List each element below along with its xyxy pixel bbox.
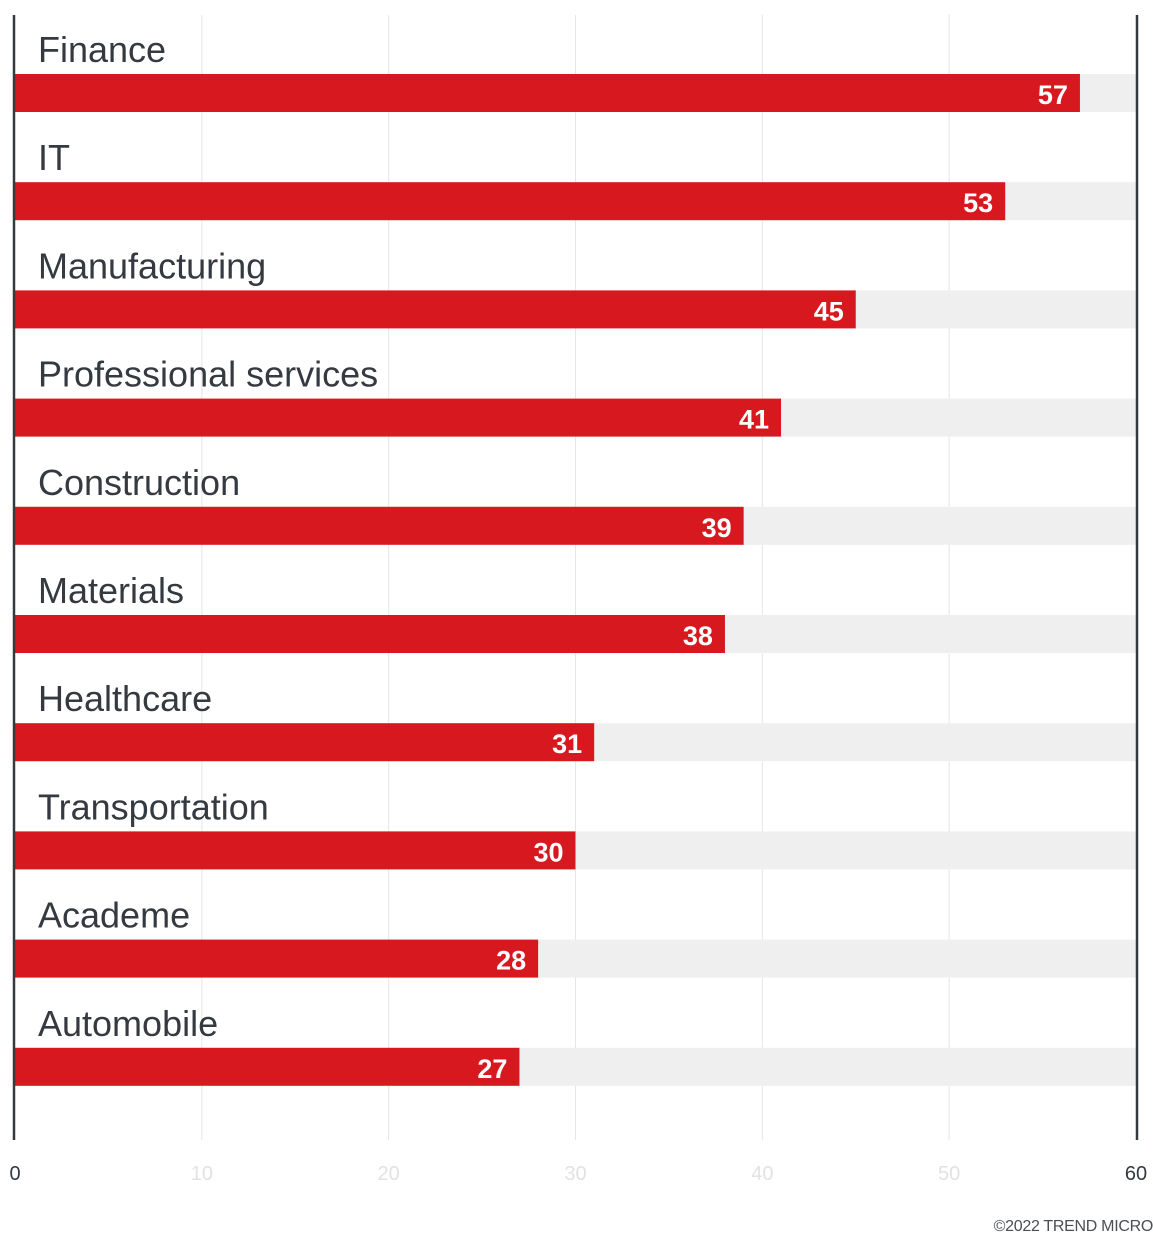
- data-labels: 57 53 45 41 39 38 31 30 28 27: [477, 80, 1068, 1084]
- data-label: 45: [814, 296, 844, 326]
- x-tick-label: 40: [751, 1163, 773, 1185]
- data-label: 38: [683, 621, 713, 651]
- copyright-notice: ©2022 TREND MICRO: [993, 1218, 1153, 1235]
- bar: [15, 831, 576, 870]
- data-label: 31: [552, 729, 582, 759]
- category-label: Healthcare: [38, 678, 212, 719]
- category-label: Automobile: [38, 1003, 218, 1044]
- data-label: 27: [477, 1054, 507, 1084]
- x-tick-label: 20: [378, 1163, 400, 1185]
- axes: [12, 15, 1139, 1140]
- x-tick-label: 30: [564, 1163, 586, 1185]
- category-label: Construction: [38, 462, 240, 503]
- bar: [15, 74, 1080, 112]
- bars: [15, 74, 1080, 1086]
- bar: [15, 939, 539, 978]
- category-labels: Finance IT Manufacturing Professional servi…: [38, 29, 378, 1044]
- bar: [15, 723, 595, 762]
- data-label: 30: [533, 837, 563, 867]
- x-tick-label: 0: [9, 1163, 20, 1185]
- category-label: Academe: [38, 895, 190, 936]
- category-label: Manufacturing: [38, 245, 266, 286]
- bar: [15, 615, 725, 653]
- x-tick-label: 10: [191, 1163, 213, 1185]
- data-label: 28: [496, 946, 526, 976]
- category-label: Professional services: [38, 354, 378, 395]
- bar: [15, 290, 856, 329]
- bar: [15, 1047, 520, 1086]
- bar: [15, 182, 1006, 221]
- data-label: 53: [963, 188, 993, 218]
- data-label: 57: [1038, 80, 1068, 110]
- data-label: 39: [702, 513, 732, 543]
- category-label: Transportation: [38, 786, 269, 827]
- x-tick-label: 50: [938, 1163, 960, 1185]
- x-tick-label: 60: [1125, 1163, 1147, 1185]
- bar: [15, 398, 782, 437]
- category-label: IT: [38, 137, 70, 178]
- bar: [15, 506, 744, 545]
- data-label: 41: [739, 405, 769, 435]
- category-label: Finance: [38, 29, 166, 70]
- x-axis-tick-labels: 0 10 20 30 40 50 60: [9, 1163, 1147, 1185]
- category-label: Materials: [38, 570, 184, 611]
